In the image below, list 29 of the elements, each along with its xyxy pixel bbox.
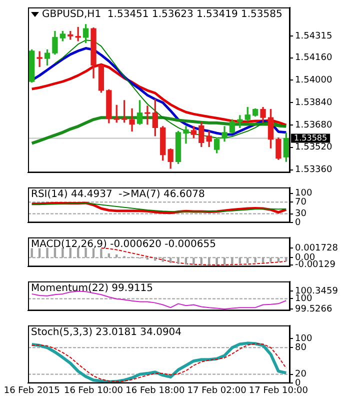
y-tick-label: 80 [295,342,307,353]
y-tick-label: 1.53360 [295,165,332,176]
chart-title: GBPUSD,H1 1.53451 1.53623 1.53419 1.53585 [42,8,282,20]
y-tick-label: 1.53840 [295,98,332,108]
y-tick-label: 1.54315 [295,31,332,42]
chart-title: RSI(14) 44.4937 ->MA(7) 46.6078 [31,188,205,200]
y-tick-label: 100 [295,334,312,344]
y-tick-label: 1.53520 [295,142,332,153]
y-tick-label: 1.54160 [295,53,332,64]
chart-title: MACD(12,26,9) -0.000620 -0.000655 [31,238,216,250]
y-tick-label: -0.00129 [295,260,336,270]
y-tick-label: 20 [295,370,307,380]
y-tick-label: 0.001728 [295,243,338,254]
y-tick-label: 99.5266 [295,304,332,314]
x-tick-label: 16 Feb 10:00 [64,386,124,396]
y-tick-label: 1.54000 [295,76,332,86]
x-tick-label: 17 Feb 10:00 [248,386,308,396]
y-tick-label: 30 [295,209,307,220]
y-tick-label: 1.53680 [295,120,332,130]
x-tick-label: 16 Feb 18:00 [126,386,185,396]
y-tick-label: 100 [295,294,312,304]
chart-title: Momentum(22) 99.9115 [31,282,154,294]
x-tick-label: 16 Feb 2015 [4,386,60,396]
y-tick-label: 0 [295,218,301,228]
x-tick-label: 17 Feb 02:00 [187,386,247,396]
y-tick-label: 70 [295,197,307,208]
ref-line-label: 1.53585 [294,133,328,142]
chart-title: Stoch(5,3,3) 23.0181 34.0904 [31,326,182,338]
y-tick-label: 100 [295,188,312,199]
